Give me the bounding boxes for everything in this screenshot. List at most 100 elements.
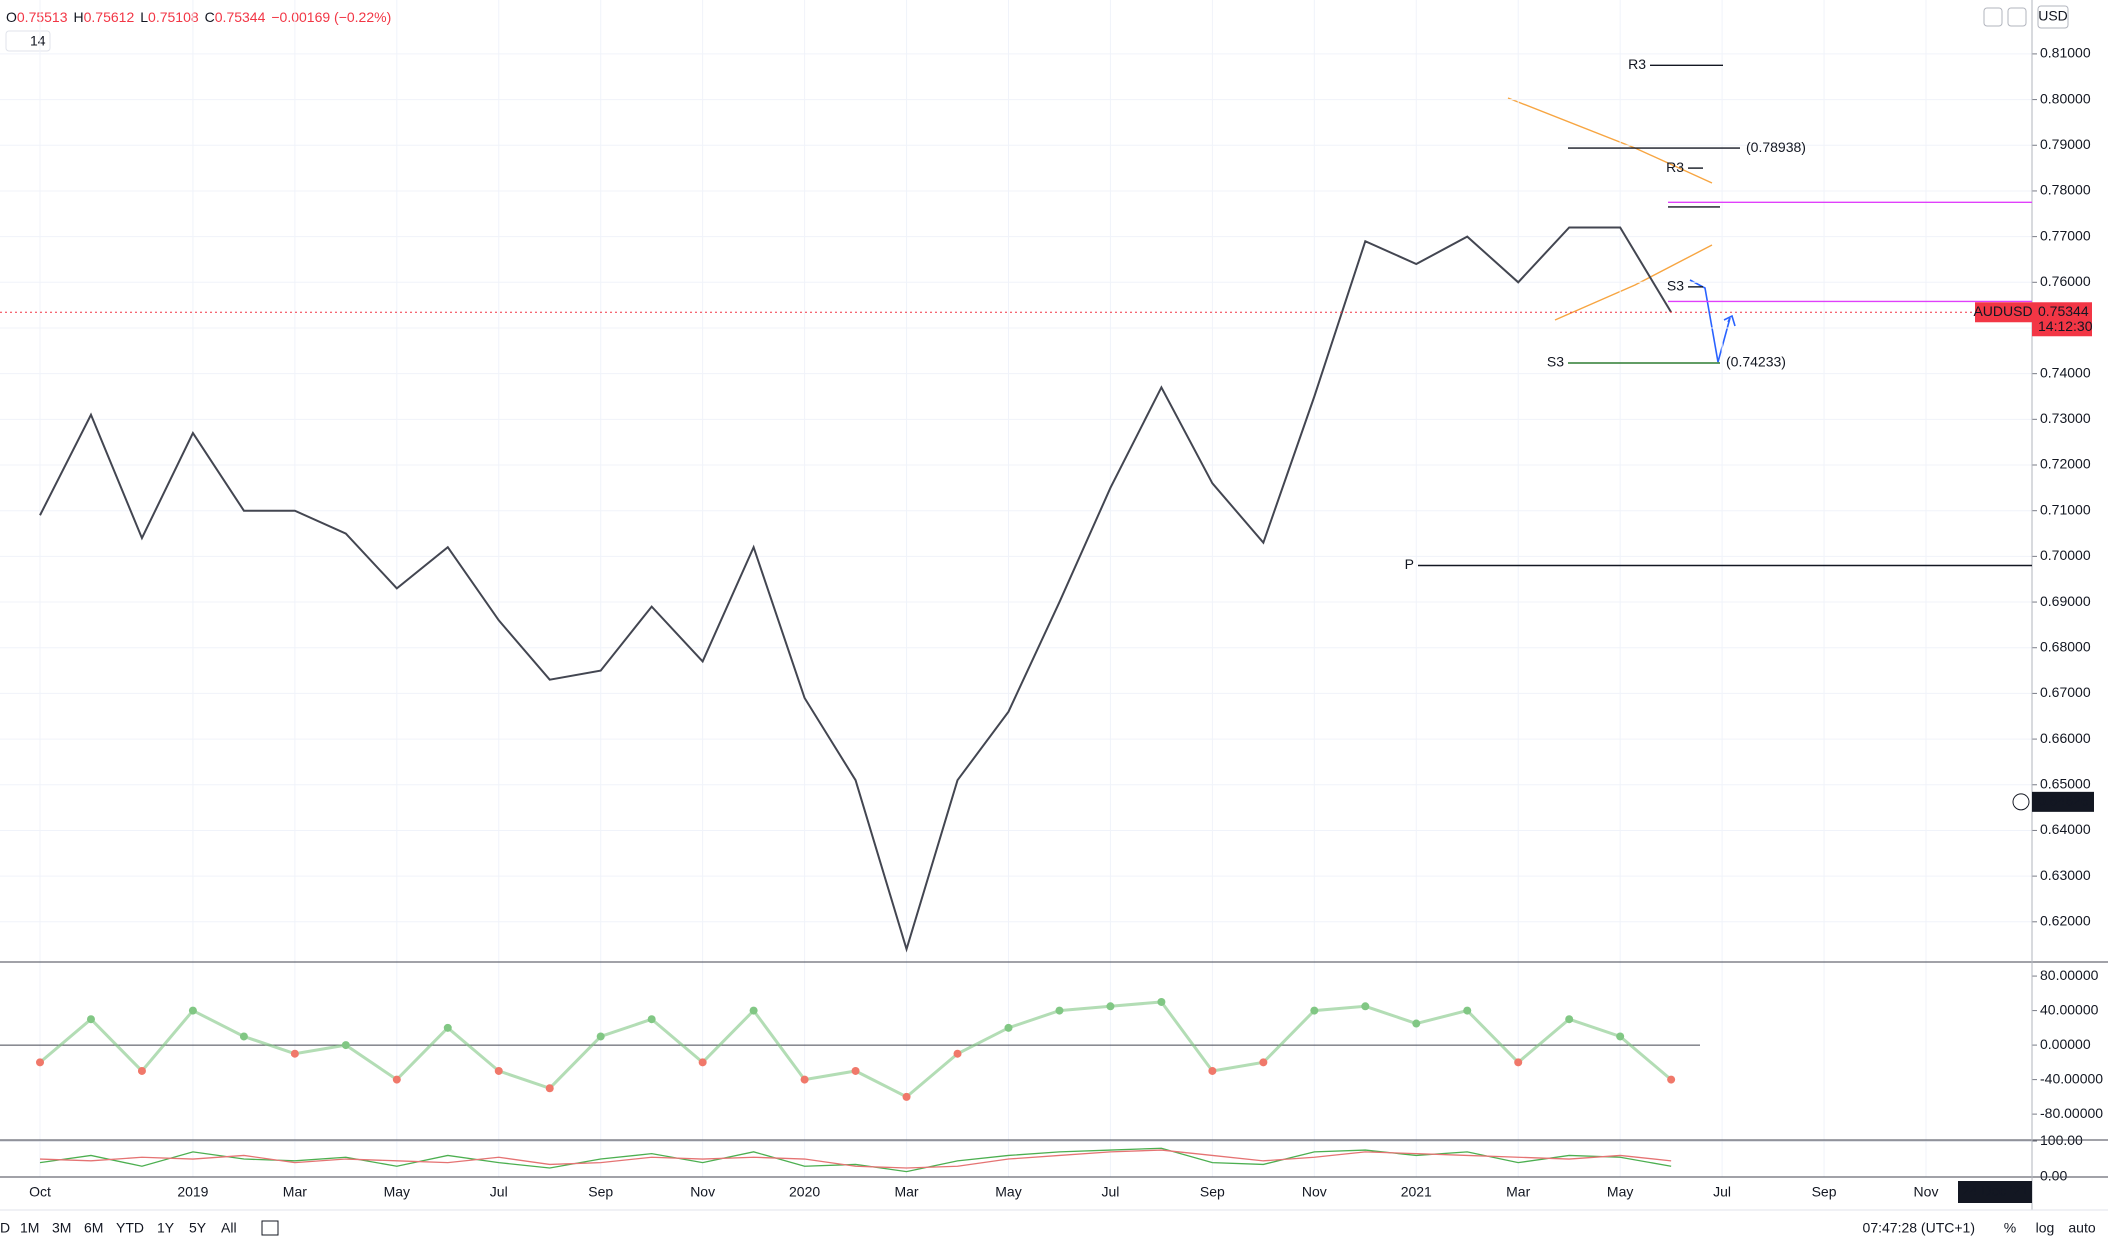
y-tick-label: 0.65000 xyxy=(2040,775,2091,791)
range-button[interactable]: D xyxy=(0,1220,10,1236)
oscillator-point xyxy=(1004,1023,1013,1032)
ohlc-change: −0.00169 (−0.22%) xyxy=(271,9,391,25)
clock: 07:47:28 (UTC+1) xyxy=(1863,1220,1975,1236)
ohlc-header: O0.75513 H0.75612 L0.75108 C0.75344 −0.00169… xyxy=(6,9,391,25)
countdown: 14:12:30 xyxy=(2038,318,2093,334)
y-tick-label: 40.00000 xyxy=(2040,1001,2099,1017)
y-tick-label: 0.79000 xyxy=(2040,136,2091,152)
oscillator-point xyxy=(137,1066,146,1075)
x-tick-label: Mar xyxy=(1506,1184,1530,1200)
x-tick-label: Mar xyxy=(283,1184,307,1200)
y-tick-label: -40.00000 xyxy=(2040,1070,2103,1086)
oscillator-point xyxy=(647,1015,656,1024)
ohlc-value: 0.75513 xyxy=(17,9,68,25)
pivot-value: (0.74233) xyxy=(1726,354,1786,370)
symbol-name: AUDUSD xyxy=(1973,303,2032,319)
y-tick-label: 0.74000 xyxy=(2040,364,2091,380)
oscillator-point xyxy=(953,1049,962,1058)
y-tick-label: 0.69000 xyxy=(2040,593,2091,609)
range-button[interactable]: 6M xyxy=(84,1220,103,1236)
add-button[interactable] xyxy=(2012,793,2030,811)
x-tick-label: 2019 xyxy=(177,1184,208,1200)
price-line xyxy=(39,226,1672,953)
oscillator-point xyxy=(1616,1032,1625,1041)
icon-button[interactable] xyxy=(1983,7,2003,27)
pivot-value: (0.78938) xyxy=(1746,139,1806,155)
x-tick-label: Nov xyxy=(1302,1184,1327,1200)
crosshair-date: 24 Dec '21 xyxy=(1962,1183,2029,1199)
x-tick-label: Mar xyxy=(894,1184,918,1200)
scale-option[interactable]: log xyxy=(2036,1220,2055,1236)
y-tick-label: 0.68000 xyxy=(2040,638,2091,654)
currency: USD xyxy=(2038,8,2068,24)
ohlc-key: O xyxy=(6,9,17,25)
oscillator-point xyxy=(86,1015,95,1024)
ohlc-key: C xyxy=(205,9,215,25)
oscillator-point xyxy=(749,1006,758,1015)
x-tick-label: 2021 xyxy=(1401,1184,1432,1200)
y-tick-label: 0.66000 xyxy=(2040,730,2091,746)
oscillator-point xyxy=(1106,1002,1115,1011)
icon-button[interactable] xyxy=(2007,7,2027,27)
oscillator-point xyxy=(1463,1006,1472,1015)
oscillator-point xyxy=(902,1092,911,1101)
x-tick-label: 2020 xyxy=(789,1184,820,1200)
oscillator-point xyxy=(1565,1015,1574,1024)
crosshair-date-badge xyxy=(1958,1181,2032,1203)
oscillator-point xyxy=(698,1058,707,1067)
oscillator-point xyxy=(290,1049,299,1058)
date-range-icon[interactable] xyxy=(261,1220,279,1236)
range-button[interactable]: 1Y xyxy=(157,1220,175,1236)
indicator-line xyxy=(39,1149,1672,1169)
scale-option[interactable]: % xyxy=(2004,1220,2016,1236)
ohlc-value: 0.75108 xyxy=(148,9,199,25)
range-button[interactable]: 1M xyxy=(20,1220,39,1236)
pivot-name: P xyxy=(1405,556,1414,572)
x-tick-label: Nov xyxy=(1914,1184,1939,1200)
crosshair-badge xyxy=(2032,791,2094,812)
oscillator-point xyxy=(1361,1002,1370,1011)
y-tick-label: 80.00000 xyxy=(2040,967,2099,983)
ohlc-key: H xyxy=(74,9,84,25)
oscillator-point xyxy=(341,1041,350,1050)
y-tick-label: 0.78000 xyxy=(2040,182,2091,198)
y-tick-label: 0.71000 xyxy=(2040,501,2091,517)
y-tick-label: 0.67000 xyxy=(2040,684,2091,700)
currency-box xyxy=(2037,5,2069,29)
indicator-length-box[interactable] xyxy=(5,30,51,52)
last-price-badge xyxy=(2032,302,2092,337)
oscillator-point xyxy=(494,1066,503,1075)
pivot-name: S3 xyxy=(1667,278,1684,294)
y-tick-label: 0.76000 xyxy=(2040,273,2091,289)
oscillator-point xyxy=(851,1066,860,1075)
oscillator-point xyxy=(1055,1006,1064,1015)
x-tick-label: Sep xyxy=(1812,1184,1837,1200)
ohlc-value: 0.75612 xyxy=(84,9,135,25)
oscillator-point xyxy=(1514,1058,1523,1067)
last-price: 0.75344 xyxy=(2038,303,2089,319)
range-button[interactable]: All xyxy=(221,1220,237,1236)
range-button[interactable]: YTD xyxy=(116,1220,144,1236)
y-tick-label: 0.72000 xyxy=(2040,456,2091,472)
pivot-name: R3 xyxy=(1628,56,1646,72)
oscillator-point xyxy=(1157,997,1166,1006)
range-button[interactable]: 3M xyxy=(52,1220,71,1236)
y-tick-label: 0.62000 xyxy=(2040,913,2091,929)
y-tick-label: -80.00000 xyxy=(2040,1105,2103,1121)
oscillator-point xyxy=(596,1032,605,1041)
x-tick-label: Jul xyxy=(1713,1184,1731,1200)
range-button[interactable]: 5Y xyxy=(189,1220,207,1236)
y-tick-label: 0.00000 xyxy=(2040,1036,2091,1052)
symbol-badge xyxy=(1975,302,2032,323)
projection-arrow-head xyxy=(1723,314,1736,327)
x-tick-label: Sep xyxy=(588,1184,613,1200)
oscillator-point xyxy=(1310,1006,1319,1015)
y-tick-label: 0.70000 xyxy=(2040,547,2091,563)
projection-arrow xyxy=(1689,279,1731,363)
oscillator-point xyxy=(239,1032,248,1041)
scale-option[interactable]: auto xyxy=(2068,1220,2095,1236)
pivot-name: S3 xyxy=(1547,354,1564,370)
pivot-name: R3 xyxy=(1666,159,1684,175)
